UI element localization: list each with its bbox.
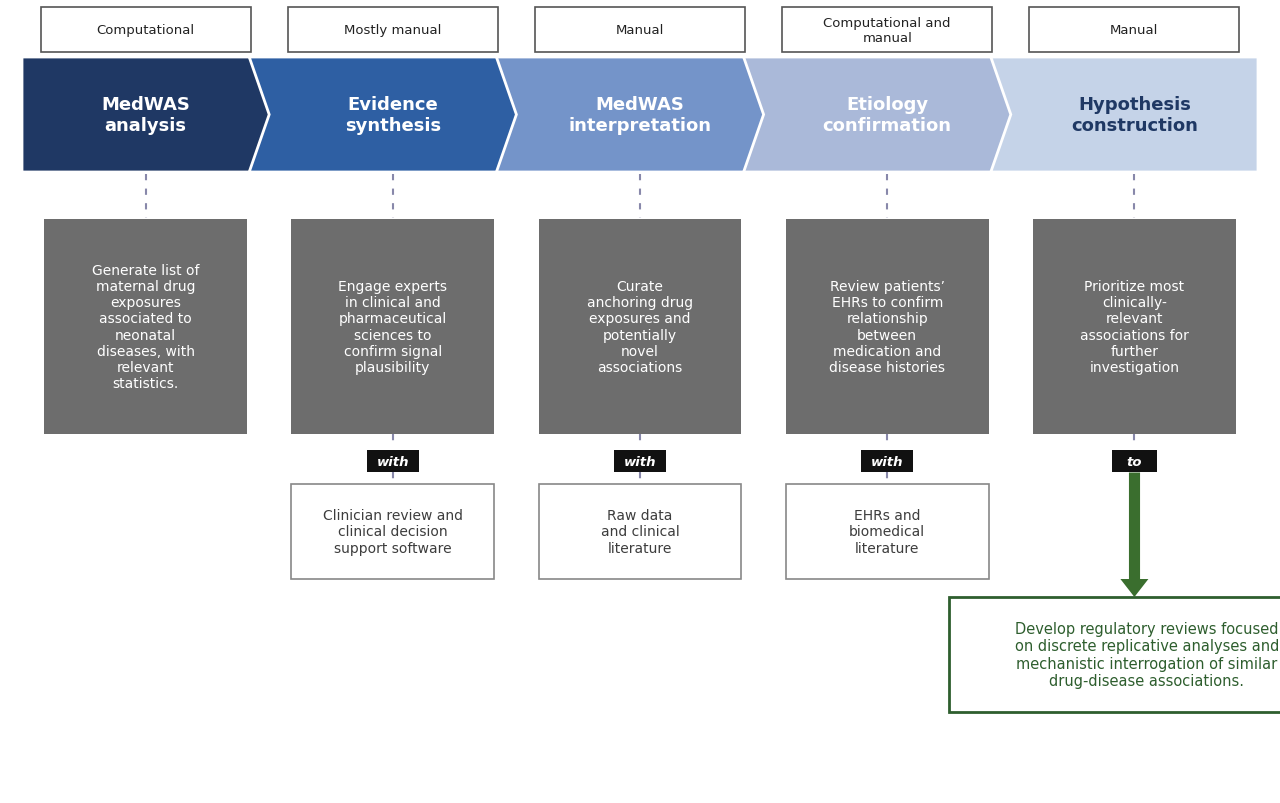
Polygon shape — [1120, 579, 1148, 597]
Polygon shape — [250, 58, 536, 173]
FancyBboxPatch shape — [367, 450, 419, 472]
FancyBboxPatch shape — [1112, 450, 1157, 472]
FancyBboxPatch shape — [782, 8, 992, 53]
Text: Computational and
manual: Computational and manual — [823, 17, 951, 44]
Polygon shape — [744, 58, 1030, 173]
FancyBboxPatch shape — [614, 450, 666, 472]
Text: Raw data
and clinical
literature: Raw data and clinical literature — [600, 508, 680, 555]
Text: Evidence
synthesis: Evidence synthesis — [344, 96, 440, 135]
Text: Mostly manual: Mostly manual — [344, 24, 442, 37]
FancyBboxPatch shape — [288, 8, 498, 53]
Text: Computational: Computational — [96, 24, 195, 37]
Text: Prioritize most
clinically-
relevant
associations for
further
investigation: Prioritize most clinically- relevant ass… — [1080, 279, 1189, 374]
FancyBboxPatch shape — [1033, 220, 1235, 434]
Text: Clinician review and
clinical decision
support software: Clinician review and clinical decision s… — [323, 508, 463, 555]
Polygon shape — [22, 58, 289, 173]
Text: with: with — [376, 455, 410, 468]
Text: MedWAS
interpretation: MedWAS interpretation — [568, 96, 712, 135]
Text: Manual: Manual — [1110, 24, 1158, 37]
Text: EHRs and
biomedical
literature: EHRs and biomedical literature — [849, 508, 925, 555]
Text: Etiology
confirmation: Etiology confirmation — [823, 96, 952, 135]
FancyBboxPatch shape — [292, 220, 494, 434]
FancyBboxPatch shape — [539, 484, 741, 579]
Polygon shape — [991, 58, 1258, 173]
FancyBboxPatch shape — [535, 8, 745, 53]
Text: Manual: Manual — [616, 24, 664, 37]
FancyBboxPatch shape — [861, 450, 913, 472]
Text: to: to — [1126, 455, 1142, 468]
Text: Develop regulatory reviews focused
on discrete replicative analyses and
mechanis: Develop regulatory reviews focused on di… — [1015, 622, 1279, 688]
FancyBboxPatch shape — [948, 597, 1280, 712]
FancyBboxPatch shape — [45, 220, 247, 434]
FancyBboxPatch shape — [41, 8, 251, 53]
Polygon shape — [497, 58, 783, 173]
Text: with: with — [870, 455, 904, 468]
Text: Hypothesis
construction: Hypothesis construction — [1071, 96, 1198, 135]
FancyBboxPatch shape — [539, 220, 741, 434]
FancyBboxPatch shape — [786, 484, 988, 579]
Text: with: with — [623, 455, 657, 468]
Text: Curate
anchoring drug
exposures and
potentially
novel
associations: Curate anchoring drug exposures and pote… — [588, 279, 692, 374]
Text: Generate list of
maternal drug
exposures
associated to
neonatal
diseases, with
r: Generate list of maternal drug exposures… — [92, 263, 200, 391]
FancyBboxPatch shape — [786, 220, 988, 434]
FancyBboxPatch shape — [292, 484, 494, 579]
Text: Review patients’
EHRs to confirm
relationship
between
medication and
disease his: Review patients’ EHRs to confirm relatio… — [829, 279, 945, 374]
Text: MedWAS
analysis: MedWAS analysis — [101, 96, 189, 135]
Text: Engage experts
in clinical and
pharmaceutical
sciences to
confirm signal
plausib: Engage experts in clinical and pharmaceu… — [338, 279, 447, 374]
FancyBboxPatch shape — [1029, 8, 1239, 53]
